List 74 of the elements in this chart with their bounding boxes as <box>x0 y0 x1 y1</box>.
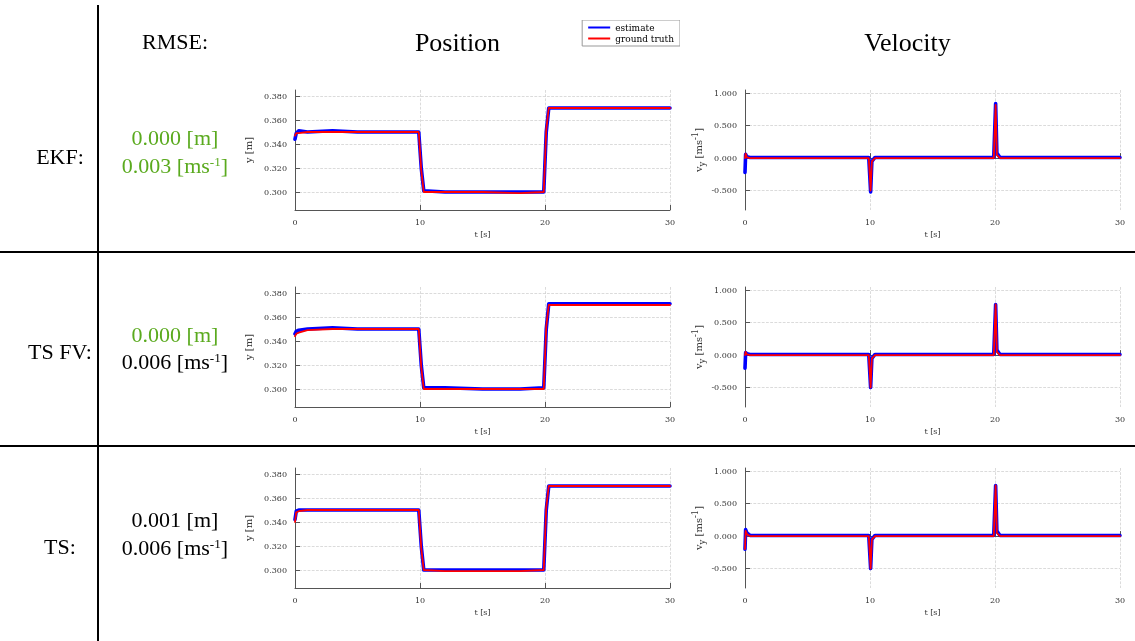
x-tick-label: 30 <box>1114 414 1126 424</box>
chart-title: Position <box>414 27 501 57</box>
x-tick-label: 20 <box>989 414 1001 424</box>
y-tick-label: 0.320 <box>264 163 287 173</box>
y-axis-title: y [m] <box>242 136 255 164</box>
x-tick-label: 30 <box>1114 595 1126 605</box>
x-tick-label: 10 <box>414 414 426 424</box>
y-tick-label: 0.000 <box>714 531 737 541</box>
x-tick-label: 20 <box>539 217 551 227</box>
y-tick-label: 1.000 <box>714 88 737 98</box>
text: RMSE: <box>141 28 209 55</box>
x-tick-label: 0 <box>742 595 748 605</box>
y-tick-label: 0.380 <box>264 91 287 101</box>
y-tick-label: 1.000 <box>714 466 737 476</box>
x-tick-label: 20 <box>539 595 551 605</box>
y-tick-label: 0.360 <box>264 493 287 503</box>
y-axis-title: y [m] <box>242 514 255 542</box>
y-tick-label: 0.380 <box>264 288 287 298</box>
text: TS: <box>44 533 76 560</box>
x-tick-label: 10 <box>414 595 426 605</box>
y-tick-label: 0.380 <box>264 469 287 479</box>
legend-label: estimate <box>615 22 655 33</box>
legend-label: ground truth <box>615 33 675 44</box>
x-tick-label: 10 <box>864 414 876 424</box>
x-tick-label: 0 <box>292 414 298 424</box>
x-tick-label: 0 <box>292 217 298 227</box>
y-tick-label: 0.340 <box>264 139 287 149</box>
x-tick-label: 10 <box>414 217 426 227</box>
y-tick-label: 0.360 <box>264 312 287 322</box>
y-tick-label: 0.000 <box>714 153 737 163</box>
x-axis-title: t [s] <box>924 427 941 437</box>
y-tick-label: 0.500 <box>714 318 737 328</box>
text: TS FV: <box>28 338 92 365</box>
x-tick-label: 30 <box>664 217 676 227</box>
y-tick-label: 0.300 <box>264 565 287 575</box>
x-tick-label: 10 <box>864 595 876 605</box>
y-tick-label: 0.300 <box>264 187 287 197</box>
y-tick-label: -0.500 <box>711 383 737 393</box>
x-tick-label: 20 <box>989 217 1001 227</box>
x-tick-label: 0 <box>742 217 748 227</box>
y-tick-label: 0.360 <box>264 115 287 125</box>
y-tick-label: 0.320 <box>264 360 287 370</box>
x-tick-label: 20 <box>539 414 551 424</box>
x-axis-title: t [s] <box>924 230 941 240</box>
y-tick-label: 0.340 <box>264 517 287 527</box>
y-tick-label: 1.000 <box>714 285 737 295</box>
text: 0.000 [m] <box>131 321 219 348</box>
text: 0.001 [m] <box>131 506 219 533</box>
x-tick-label: 30 <box>1114 217 1126 227</box>
x-tick-label: 0 <box>292 595 298 605</box>
y-tick-label: 0.320 <box>264 541 287 551</box>
y-tick-label: 0.300 <box>264 384 287 394</box>
y-tick-label: 0.500 <box>714 121 737 131</box>
x-tick-label: 10 <box>864 217 876 227</box>
y-tick-label: 0.000 <box>714 350 737 360</box>
x-axis-title: t [s] <box>924 608 941 618</box>
text: 0.006 [ms$^{-1}$] <box>121 348 229 375</box>
y-axis-title: y [m] <box>242 333 255 361</box>
x-axis-title: t [s] <box>474 230 491 240</box>
y-tick-label: -0.500 <box>711 564 737 574</box>
y-tick-label: -0.500 <box>711 186 737 196</box>
x-axis-title: t [s] <box>474 608 491 618</box>
text: 0.003 [ms$^{-1}$] <box>121 152 229 179</box>
text: EKF: <box>36 143 84 170</box>
text: 0.006 [ms$^{-1}$] <box>121 534 229 561</box>
x-tick-label: 30 <box>664 595 676 605</box>
x-axis-title: t [s] <box>474 427 491 437</box>
x-tick-label: 20 <box>989 595 1001 605</box>
y-tick-label: 0.500 <box>714 499 737 509</box>
text: 0.000 [m] <box>131 124 219 151</box>
x-tick-label: 0 <box>742 414 748 424</box>
chart-title: Velocity <box>864 27 951 57</box>
x-tick-label: 30 <box>664 414 676 424</box>
y-tick-label: 0.340 <box>264 336 287 346</box>
